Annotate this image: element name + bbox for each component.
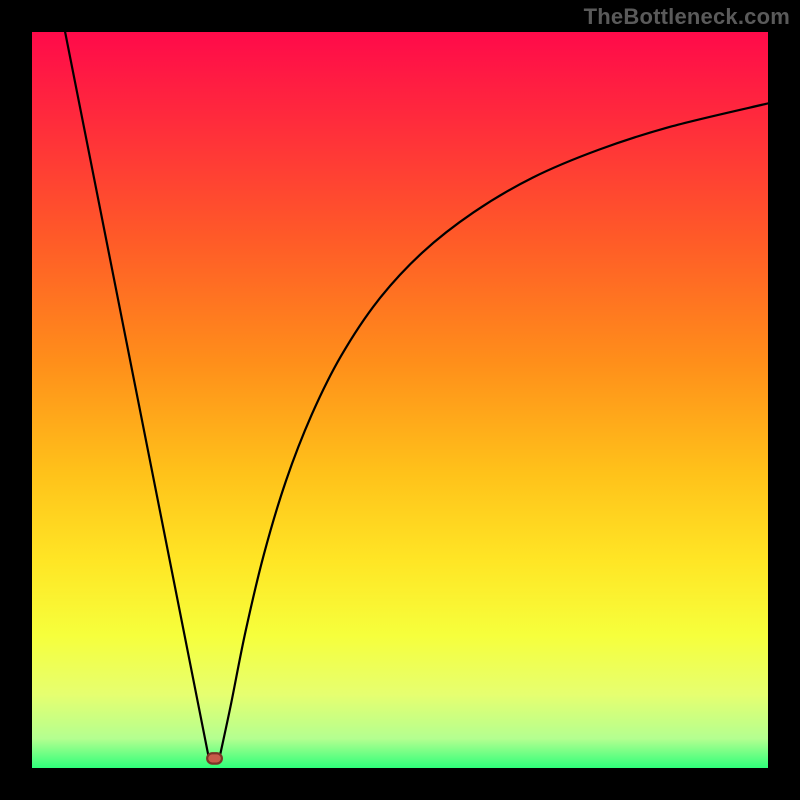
watermark-text: TheBottleneck.com [584,4,790,30]
chart-svg [32,32,768,768]
chart-frame: TheBottleneck.com [0,0,800,800]
plot-area [32,32,768,768]
gradient-background [32,32,768,768]
minimum-marker [207,753,222,763]
